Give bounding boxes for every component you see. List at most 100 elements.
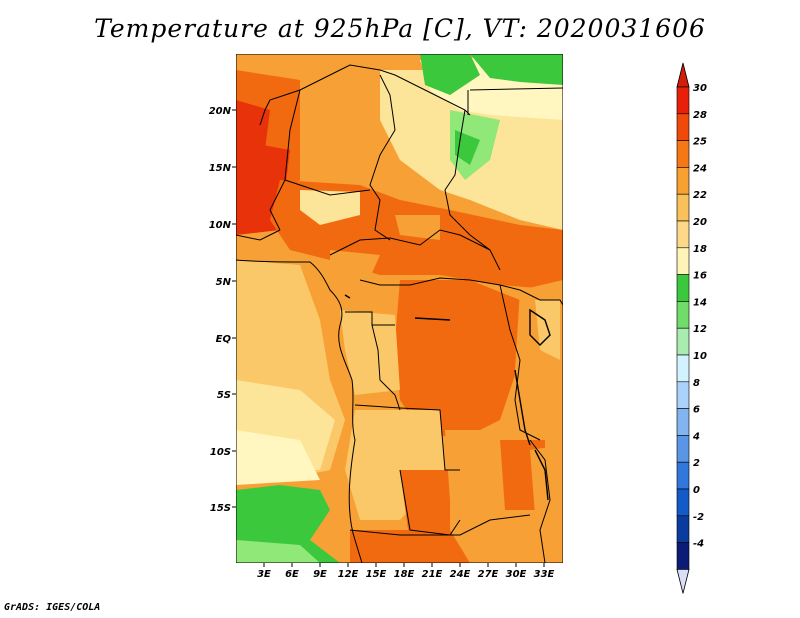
lon-label: 15E [366,569,387,580]
colorbar-label: 24 [693,163,707,174]
credit-label: GrADS: IGES/COLA [4,602,101,613]
colorbar-swatch [676,381,690,409]
lat-label: 5S [217,390,231,401]
map-title: Temperature at 925hPa [C], VT: 202003160… [94,14,706,43]
lat-label: 10S [210,447,231,458]
lat-label: 15N [209,163,232,174]
colorbar-label: 4 [692,431,700,442]
colorbar-label: 2 [693,458,700,469]
colorbar-swatch [676,167,690,195]
colorbar-swatch [676,354,690,383]
lake-malawi [534,449,549,501]
lat-labels: 20N 15N 10N 5N EQ 5S 10S 15S [209,106,232,514]
temperature-field [236,54,563,563]
border-eq-guinea [345,311,395,326]
colorbar-swatch [676,542,690,570]
border-chad-west [369,74,396,241]
field-green-n1 [420,54,480,95]
field-gulf-pale [236,430,320,485]
border-malawi-moz [529,439,551,563]
border-congo [371,324,401,411]
field-gabon-mild [340,310,400,395]
field-west-veryhot2 [236,100,270,150]
field-central-warm [395,215,440,240]
colorbar-label: 18 [693,244,707,255]
colorbar-swatch [676,515,690,543]
field-south-warm [470,520,563,563]
colorbar-label: 20 [693,217,707,228]
lakes [344,294,551,501]
river-congo [414,317,451,321]
colorbar-label: 28 [693,110,707,121]
border-drc-east [499,284,541,441]
colorbar-label: 12 [693,324,707,335]
lake-victoria [529,308,551,346]
colorbar-label: -2 [693,512,704,523]
border-sudan-west [444,109,501,271]
colorbar-label: -4 [693,539,704,550]
lon-label: 3E [257,569,271,580]
lon-label: 6E [285,569,299,580]
colorbar-label: 16 [693,271,707,282]
field-cameroon-warm [330,250,380,300]
lon-label: 27E [478,569,499,580]
border-car-north [329,229,491,256]
colorbar-label: 0 [693,485,700,496]
colorbar-label: 6 [693,405,700,416]
colorbar-label: 25 [693,137,707,148]
borders [236,64,563,563]
field-green-n2 [470,54,563,85]
lat-label: EQ [216,334,232,345]
lon-label: 24E [450,569,471,580]
lon-label: 30E [506,569,527,580]
lon-label: 9E [313,569,327,580]
colorbar-label: 14 [693,297,707,308]
field-green-n4 [455,130,480,165]
colorbar-swatch [676,408,690,436]
border-niger-nigeria [284,179,371,196]
colorbar-swatch [676,86,690,115]
colorbar-swatch [676,435,690,463]
lake-tanganyika [514,369,531,446]
colorbar-swatch [676,461,690,490]
border-libya-egypt [469,87,563,91]
colorbar-swatch [676,327,690,356]
field-lakes-mild [535,300,560,360]
lat-label: 5N [216,277,232,288]
colorbar-swatch [676,274,690,302]
border-mali-niger [269,89,301,231]
lon-label: 21E [422,569,443,580]
colorbar-label: 10 [693,351,707,362]
colorbar-label: 22 [693,190,707,201]
colorbar-swatch [676,488,690,517]
axis-ticks [232,109,545,567]
field-congo-hot [395,280,520,440]
colorbar-swatch [676,220,690,249]
lon-label: 12E [338,569,359,580]
colorbar-swatch [676,113,690,141]
lake-small [344,294,351,299]
colorbar-top-arrow [676,62,690,88]
colorbar-swatch [676,247,690,275]
field-central-pale [300,190,360,225]
colorbar-swatch [676,301,690,329]
lat-label: 10N [209,220,232,231]
border-angola-zambia [399,469,461,536]
colorbar-label: 8 [693,378,700,389]
border-namibia [349,514,531,536]
field-green-sw2 [236,540,320,563]
lat-label: 20N [209,106,232,117]
field-angola-hot [400,470,450,545]
lon-label: 33E [534,569,555,580]
field-namibia-hot [350,530,470,563]
lon-label: 18E [394,569,415,580]
colorbar-swatch [676,140,690,168]
border-sahara [259,64,471,126]
colorbar-bottom-arrow [676,569,690,594]
border-south-sudan [519,289,563,306]
lon-labels: 3E 6E 9E 12E 15E 18E 21E 24E 27E 30E 33E [257,569,554,580]
lat-label: 15S [210,503,231,514]
colorbar-swatch [676,193,690,222]
